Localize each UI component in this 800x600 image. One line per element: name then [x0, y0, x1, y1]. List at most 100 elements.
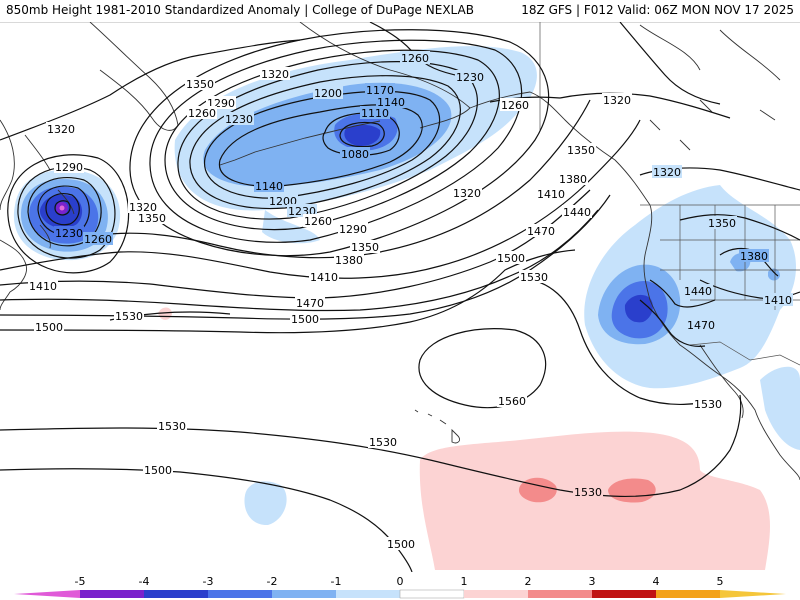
contour-1530-south — [0, 394, 742, 497]
contour-label: 1380 — [335, 254, 363, 267]
contour-1350-west — [0, 39, 301, 141]
contour-label: 1500 — [144, 464, 172, 477]
contour-label: 1500 — [497, 252, 525, 265]
contour-typhoon-1230 — [27, 176, 102, 247]
anomaly-map: 1260 1230 1350 1320 1200 1170 1140 1290 … — [0, 22, 800, 572]
kamchatka-coastline — [89, 22, 179, 131]
legend-swatch-plus5 — [720, 590, 786, 598]
anomaly-legend: -5 -4 -3 -2 -1 0 1 2 3 4 5 — [14, 575, 786, 599]
contour-label: 1230 — [225, 113, 253, 126]
contour-1110 — [322, 112, 400, 156]
legend-swatch-3-4 — [592, 590, 656, 598]
contour-1440-east — [649, 279, 716, 308]
anomaly-area-california-minus4 — [624, 294, 653, 323]
contour-label: 1260 — [188, 107, 216, 120]
contour-label: 1530 — [520, 271, 548, 284]
map-header: 850mb Height 1981-2010 Standardized Anom… — [0, 0, 800, 23]
anomaly-area-centralpac-minus1 — [244, 481, 287, 526]
aleutian-chain — [219, 120, 381, 166]
legend-swatch-minus4-3 — [144, 590, 208, 598]
contour-1470-east — [639, 299, 706, 347]
typhoon-center — [59, 205, 65, 211]
legend-swatch-minus1-0 — [336, 590, 400, 598]
contour-label: 1470 — [527, 225, 555, 238]
anomaly-area-aleutian-minus1b — [262, 210, 320, 244]
contour-label: 1320 — [129, 201, 157, 214]
west-coast-us — [643, 204, 800, 481]
contour-1530-main — [519, 277, 721, 405]
contour-label: 1260 — [304, 215, 332, 228]
contour-label: 1260 — [84, 233, 112, 246]
contour-label: 1200 — [314, 87, 342, 100]
legend-swatch-0-1 — [399, 589, 465, 599]
legend-tick-label: 2 — [525, 575, 532, 588]
legend-tick-label: -4 — [139, 575, 150, 588]
contour-label: 1440 — [684, 285, 712, 298]
legend-tick-label: -5 — [75, 575, 86, 588]
legend-swatch-1-2 — [464, 590, 528, 598]
contour-label: 1530 — [574, 486, 602, 499]
contour-1500 — [0, 249, 576, 334]
contour-label: 1350 — [351, 241, 379, 254]
alaska-coastline — [299, 22, 651, 206]
contour-1380 — [0, 119, 641, 279]
contour-label: 1230 — [55, 227, 83, 240]
contour-label: 1260 — [501, 99, 529, 112]
anomaly-area-plains-minus2b — [768, 268, 780, 281]
contour-label: 1410 — [764, 294, 792, 307]
contour-north-arc2 — [619, 22, 721, 105]
legend-tick-label: 3 — [589, 575, 596, 588]
contour-typhoon-inner3 — [37, 185, 90, 236]
contour-1440 — [0, 209, 599, 312]
contour-label: 1320 — [603, 94, 631, 107]
contour-label: 1140 — [255, 180, 283, 193]
contour-typhoon-inner2 — [45, 193, 80, 226]
negative-anomaly-shading — [13, 46, 800, 450]
contour-label: 1170 — [366, 84, 394, 97]
positive-anomaly-shading — [158, 307, 770, 570]
legend-swatch-minus2-1 — [272, 590, 336, 598]
contour-1560-closed — [418, 328, 547, 409]
height-contours — [0, 22, 800, 572]
contour-label: 1530 — [694, 398, 722, 411]
contour-label: 1410 — [310, 271, 338, 284]
legend-color-bar — [14, 589, 786, 599]
contour-label: 1560 — [498, 395, 526, 408]
east-asia-coastline — [0, 119, 27, 311]
anomaly-area-aleutian-minus4 — [344, 124, 381, 146]
contour-1080 — [339, 121, 385, 148]
contour-label: 1230 — [456, 71, 484, 84]
contour-1200 — [189, 75, 461, 210]
contour-label: 1530 — [369, 436, 397, 449]
anomaly-area-subtropical-plus1 — [419, 431, 770, 570]
contour-label: 1290 — [55, 161, 83, 174]
legend-tick-label: -1 — [331, 575, 342, 588]
contour-label: 1440 — [563, 206, 591, 219]
contour-typhoon-1260 — [17, 166, 116, 259]
legend-tick-label: 0 — [397, 575, 404, 588]
anomaly-area-texas-minus1 — [760, 366, 800, 450]
legend-tick-label: -3 — [203, 575, 214, 588]
hawaii-islands — [414, 409, 461, 444]
contour-1290 — [149, 39, 523, 243]
map-title: 850mb Height 1981-2010 Standardized Anom… — [6, 3, 474, 17]
contour-label: 1320 — [653, 166, 681, 179]
contour-1500-south — [0, 468, 413, 572]
contour-label: 1320 — [261, 68, 289, 81]
baja-coastline — [699, 344, 744, 419]
contour-label: 1530 — [115, 310, 143, 323]
contour-1170 — [204, 90, 441, 199]
legend-tick-label: 1 — [461, 575, 468, 588]
contour-1260-north — [489, 96, 561, 103]
contour-1230 — [177, 61, 478, 220]
contour-label: 1290 — [339, 223, 367, 236]
legend-swatch-minus5 — [14, 590, 80, 598]
contour-label: 1080 — [341, 148, 369, 161]
contour-label: 1410 — [537, 188, 565, 201]
contour-label: 1530 — [158, 420, 186, 433]
contour-label: 1350 — [138, 212, 166, 225]
contour-label: 1410 — [29, 280, 57, 293]
contour-label: 1500 — [291, 313, 319, 326]
model-valid-time: 18Z GFS | F012 Valid: 06Z MON NOV 17 202… — [521, 3, 794, 17]
contour-label: 1320 — [47, 123, 75, 136]
